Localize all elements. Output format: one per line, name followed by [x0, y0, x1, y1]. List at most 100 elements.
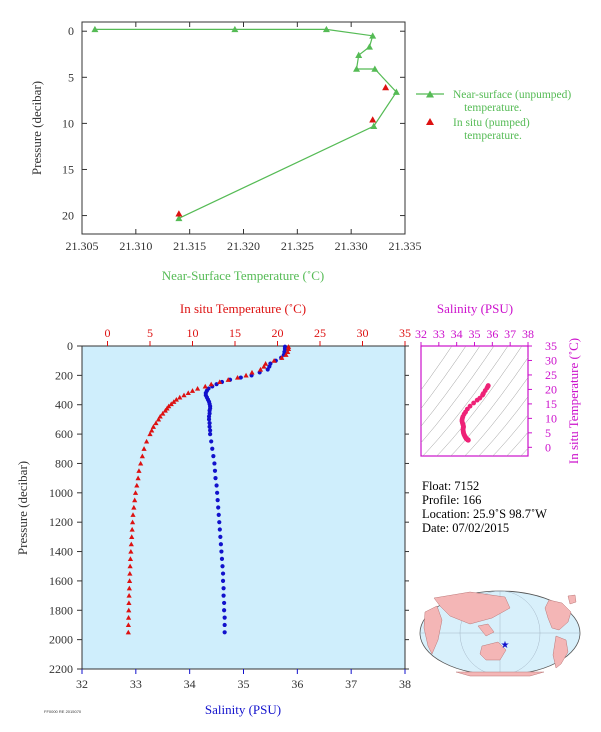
map-land-australia — [479, 641, 507, 661]
pressure-tick-label: 400 — [55, 398, 73, 412]
ns-unpumped-point — [355, 51, 363, 58]
profile-chart: 0 5 10 15 20 25 30 35 32 33 34 35 36 37 38 0 200 400 600 80… — [15, 301, 411, 717]
temperature-point — [127, 578, 133, 583]
temperature-point — [126, 607, 132, 613]
salinity-point — [217, 520, 222, 525]
ns-x-tick-label: 21.305 — [66, 239, 99, 253]
temperature-point — [141, 446, 147, 451]
temperature-point — [150, 424, 156, 429]
profile-number: Profile: 166 — [422, 493, 481, 507]
map-land-africa — [423, 605, 443, 655]
temperature-point — [125, 629, 131, 635]
salinity-point — [208, 431, 213, 437]
salinity-point — [222, 608, 227, 613]
salinity-point — [210, 446, 215, 451]
salinity-tick-label: 32 — [76, 677, 88, 691]
temperature-point — [128, 541, 134, 547]
temperature-point — [160, 410, 166, 416]
salinity-point — [206, 414, 212, 419]
temperature-point — [285, 346, 292, 352]
temperature-point — [202, 383, 208, 389]
salinity-point — [216, 505, 221, 510]
salinity-point — [218, 534, 223, 539]
map-land-americas-south — [552, 635, 569, 669]
temp-tick-label: 20 — [272, 326, 284, 340]
profile-date: Date: 07/02/2015 — [422, 521, 509, 535]
temperature-point — [149, 427, 155, 433]
temperature-point — [128, 548, 134, 554]
temperature-point — [138, 460, 144, 466]
temp-tick-label: 15 — [229, 326, 241, 340]
salinity-point — [220, 564, 225, 569]
map-land-antarctica — [455, 671, 545, 677]
temperature-point — [225, 377, 231, 382]
map-land-eurasia — [433, 591, 511, 625]
legend-label-pumped-line2: temperature. — [464, 130, 522, 142]
ts-y-label: In situ Temperature (˚C) — [566, 338, 581, 464]
temperature-point — [195, 385, 201, 391]
temperature-point — [135, 475, 141, 481]
salinity-point — [207, 424, 212, 429]
temperature-point — [208, 381, 214, 387]
temperature-point — [127, 563, 133, 569]
temperature-point — [234, 374, 241, 380]
temperature-point — [125, 622, 132, 628]
salinity-tick-label: 35 — [238, 677, 250, 691]
salinity-point — [238, 375, 243, 380]
ts-x-tick-label: 34 — [451, 327, 463, 341]
ts-x-tick-label: 35 — [469, 327, 481, 341]
ns-x-tick-label: 21.325 — [281, 239, 314, 253]
ns-y-tick-label: 20 — [62, 209, 74, 223]
ts-isopycnals — [421, 346, 528, 456]
temperature-point — [217, 379, 223, 385]
legend-label-unpumped-line2: temperature. — [464, 102, 522, 114]
ns-unpumped-point — [322, 25, 330, 33]
temperature-point — [144, 438, 150, 444]
temperature-point — [171, 399, 177, 404]
salinity-point — [218, 542, 223, 547]
temperature-point — [127, 556, 134, 561]
pressure-tick-label: 200 — [55, 368, 73, 382]
salinity-point — [213, 476, 218, 481]
temperature-point — [134, 482, 140, 488]
map-land — [423, 591, 577, 677]
profile-ticks: 0 5 10 15 20 25 30 35 32 33 34 35 36 37 38 0 200 400 600 80… — [49, 326, 411, 691]
salinity-point — [214, 483, 219, 488]
float-location: Location: 25.9˚S 98.7˚W — [422, 507, 547, 521]
profile-plot-background — [81, 345, 406, 670]
ts-y-tick-label: 10 — [545, 411, 557, 425]
salinity-tick-label: 37 — [345, 677, 357, 691]
ts-x-tick-label: 36 — [486, 327, 498, 341]
profile-series — [125, 344, 292, 635]
salinity-point — [217, 527, 222, 532]
ts-x-tick-label: 32 — [415, 327, 427, 341]
ts-content — [421, 346, 528, 456]
world-map: ★ — [419, 590, 581, 677]
ts-point — [471, 400, 477, 406]
ns-unpumped-point — [353, 65, 361, 72]
temp-tick-label: 30 — [357, 326, 369, 340]
pressure-tick-label: 800 — [55, 456, 73, 470]
footer-code: FF0000 RE 2015070 — [44, 709, 82, 714]
temperature-point — [271, 358, 277, 363]
temp-tick-label: 5 — [147, 326, 153, 340]
temperature-point — [185, 390, 191, 396]
temperature-point — [129, 534, 135, 539]
salinity-point — [219, 556, 225, 561]
temperature-point — [136, 468, 142, 473]
ts-y-tick-label: 25 — [545, 368, 557, 382]
temperature-point — [257, 366, 264, 372]
pressure-tick-label: 1200 — [49, 515, 73, 529]
ns-pumped-point — [175, 210, 183, 217]
temperature-point — [126, 585, 132, 591]
ts-x-tick-label: 37 — [504, 327, 516, 341]
isopycnal-line — [450, 357, 528, 456]
ns-x-tick-label: 21.320 — [227, 239, 260, 253]
ts-x-tick-label: 33 — [433, 327, 445, 341]
ts-x-tick-label: 38 — [522, 327, 534, 341]
salinity-point — [206, 417, 212, 422]
ns-unpumped-point — [365, 43, 373, 50]
isopycnal-line — [421, 346, 453, 391]
temperature-point — [132, 497, 138, 503]
